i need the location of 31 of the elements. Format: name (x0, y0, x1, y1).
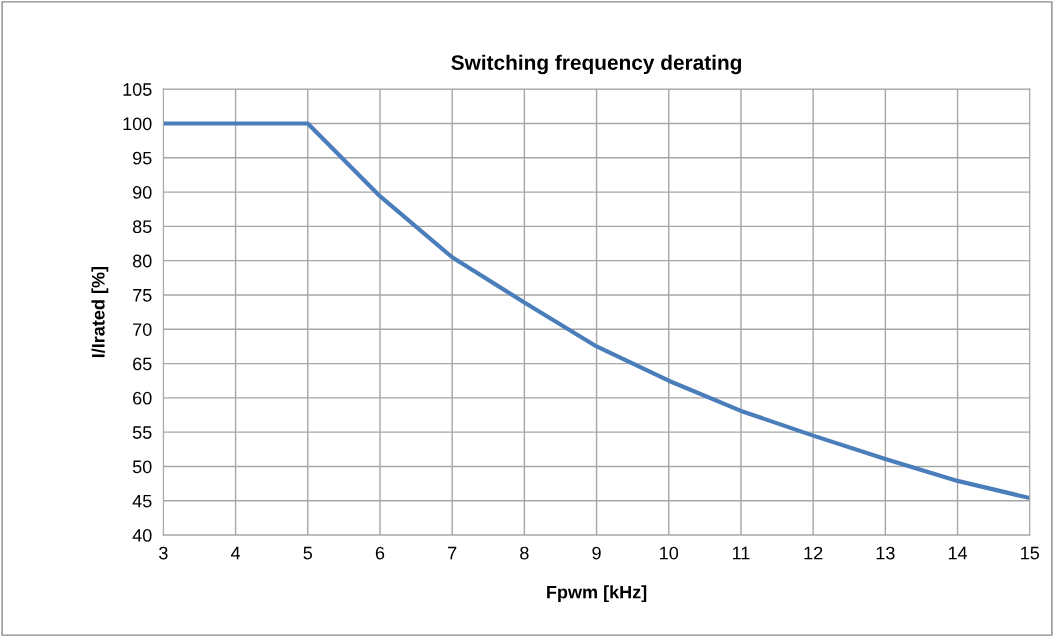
y-tick-label: 90 (133, 186, 152, 199)
x-tick-label: 11 (732, 546, 750, 560)
x-tick-label: 10 (660, 546, 679, 560)
x-tick-label: 8 (520, 546, 529, 560)
y-tick-label: 65 (133, 357, 152, 371)
x-tick-label: 14 (948, 546, 968, 560)
y-tick-label: 85 (132, 220, 152, 234)
y-tick-label: 40 (132, 529, 152, 542)
y-tick-label: 100 (123, 117, 152, 131)
x-tick-label: 4 (230, 546, 241, 560)
chart-title: Switching frequency derating (451, 54, 742, 75)
x-tick-label: 12 (804, 546, 823, 560)
x-tick-label: 5 (303, 546, 313, 560)
y-tick-label: 50 (132, 460, 152, 474)
x-tick-label: 9 (592, 546, 601, 560)
x-tick-label: 6 (375, 546, 385, 560)
x-tick-label: 13 (876, 546, 895, 560)
y-tick-label: 55 (132, 426, 152, 439)
y-tick-label: 60 (133, 391, 152, 405)
x-tick-label: 7 (448, 546, 457, 560)
y-tick-label: 75 (133, 289, 152, 302)
y-axis-title: I/Irated [%] (91, 266, 109, 358)
x-tick-label: 3 (159, 546, 168, 560)
y-tick-label: 105 (123, 83, 152, 96)
y-tick-label: 80 (132, 254, 152, 268)
y-tick-label: 70 (133, 323, 152, 336)
y-tick-label: 95 (133, 151, 152, 165)
y-tick-label: 45 (132, 494, 152, 508)
x-axis-title: Fpwm [kHz] (547, 585, 647, 603)
x-tick-label: 15 (1021, 546, 1040, 560)
line-series (163, 121, 1030, 501)
